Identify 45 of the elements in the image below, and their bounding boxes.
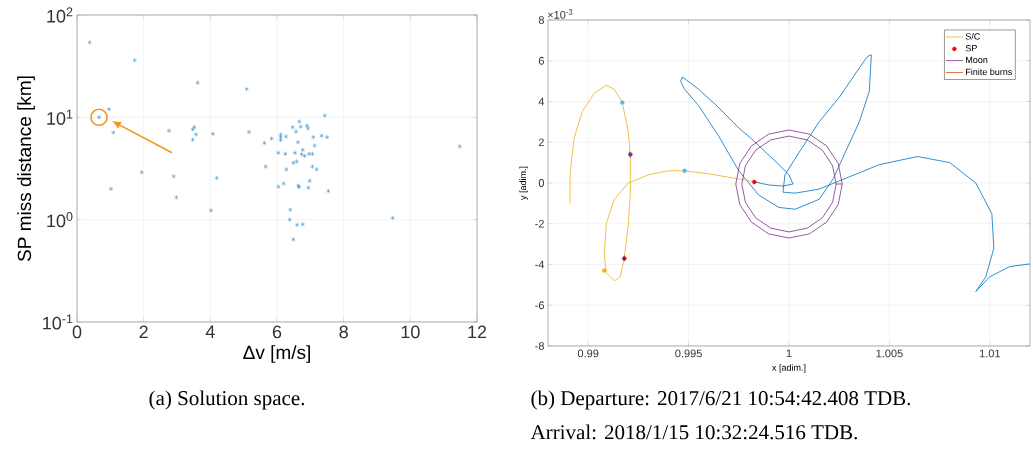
legend-label: Moon [966, 56, 988, 64]
x-tick-label: 0.99 [577, 349, 599, 358]
point [602, 268, 607, 273]
x-tick-label: 2 [139, 325, 148, 339]
y-tick-label: 10$^{1}$ [47, 109, 73, 125]
y-tick-label: -4 [535, 260, 545, 269]
x-tick-label: 4 [205, 325, 215, 338]
text: (a) Solution space. [149, 390, 305, 410]
x-tick-label: 12 [468, 325, 487, 339]
legend-label: S/C [965, 32, 980, 40]
point [620, 100, 625, 105]
x-tick-label: 6 [272, 325, 282, 339]
line-series [680, 54, 1030, 292]
y-tick-label: 8 [538, 16, 544, 24]
x-axis-title: Δv [m/s] [243, 345, 310, 363]
y-tick-label: 10$^{2}$ [47, 7, 73, 23]
text: ×10$^{-3}$ [547, 9, 573, 19]
y-tick-label: -8 [535, 342, 544, 350]
legend-label: Finite burns [966, 68, 1012, 76]
text: Arrival: 2018/1/15 10:32:24.516 TDB. [530, 424, 857, 440]
x-tick-label: 0.995 [675, 349, 702, 358]
x-tick-label: 8 [339, 325, 348, 339]
y-tick-label: 6 [538, 56, 544, 65]
x-tick-label: 1.01 [979, 349, 1000, 358]
point [682, 168, 687, 173]
y-tick-label: 10$^{0}$ [47, 212, 73, 228]
x-tick-label: 1.005 [876, 349, 903, 358]
y-tick-label: 4 [538, 97, 545, 106]
y-tick-label: 10$^{-1}$ [43, 314, 73, 330]
y-tick-label: -6 [535, 301, 544, 310]
y-axis-title: SP miss distance [km] [17, 76, 35, 262]
point [752, 179, 757, 185]
legend-label: SP [965, 44, 977, 52]
x-tick-label: 1 [786, 349, 792, 358]
x-tick-label: 0 [72, 325, 82, 339]
line-series [735, 129, 843, 239]
y-tick-label: 0 [538, 179, 545, 187]
x-tick-label: 10 [401, 325, 420, 339]
text: (b) Departure: 2017/6/21 10:54:42.408 TDB. [531, 390, 911, 410]
x-axis-title: x [adim.] [772, 364, 806, 373]
point [622, 256, 627, 261]
y-tick-label: 2 [538, 138, 544, 147]
point [628, 152, 633, 157]
y-tick-label: -2 [535, 219, 544, 228]
y-axis-title: y [adim.] [519, 166, 528, 200]
